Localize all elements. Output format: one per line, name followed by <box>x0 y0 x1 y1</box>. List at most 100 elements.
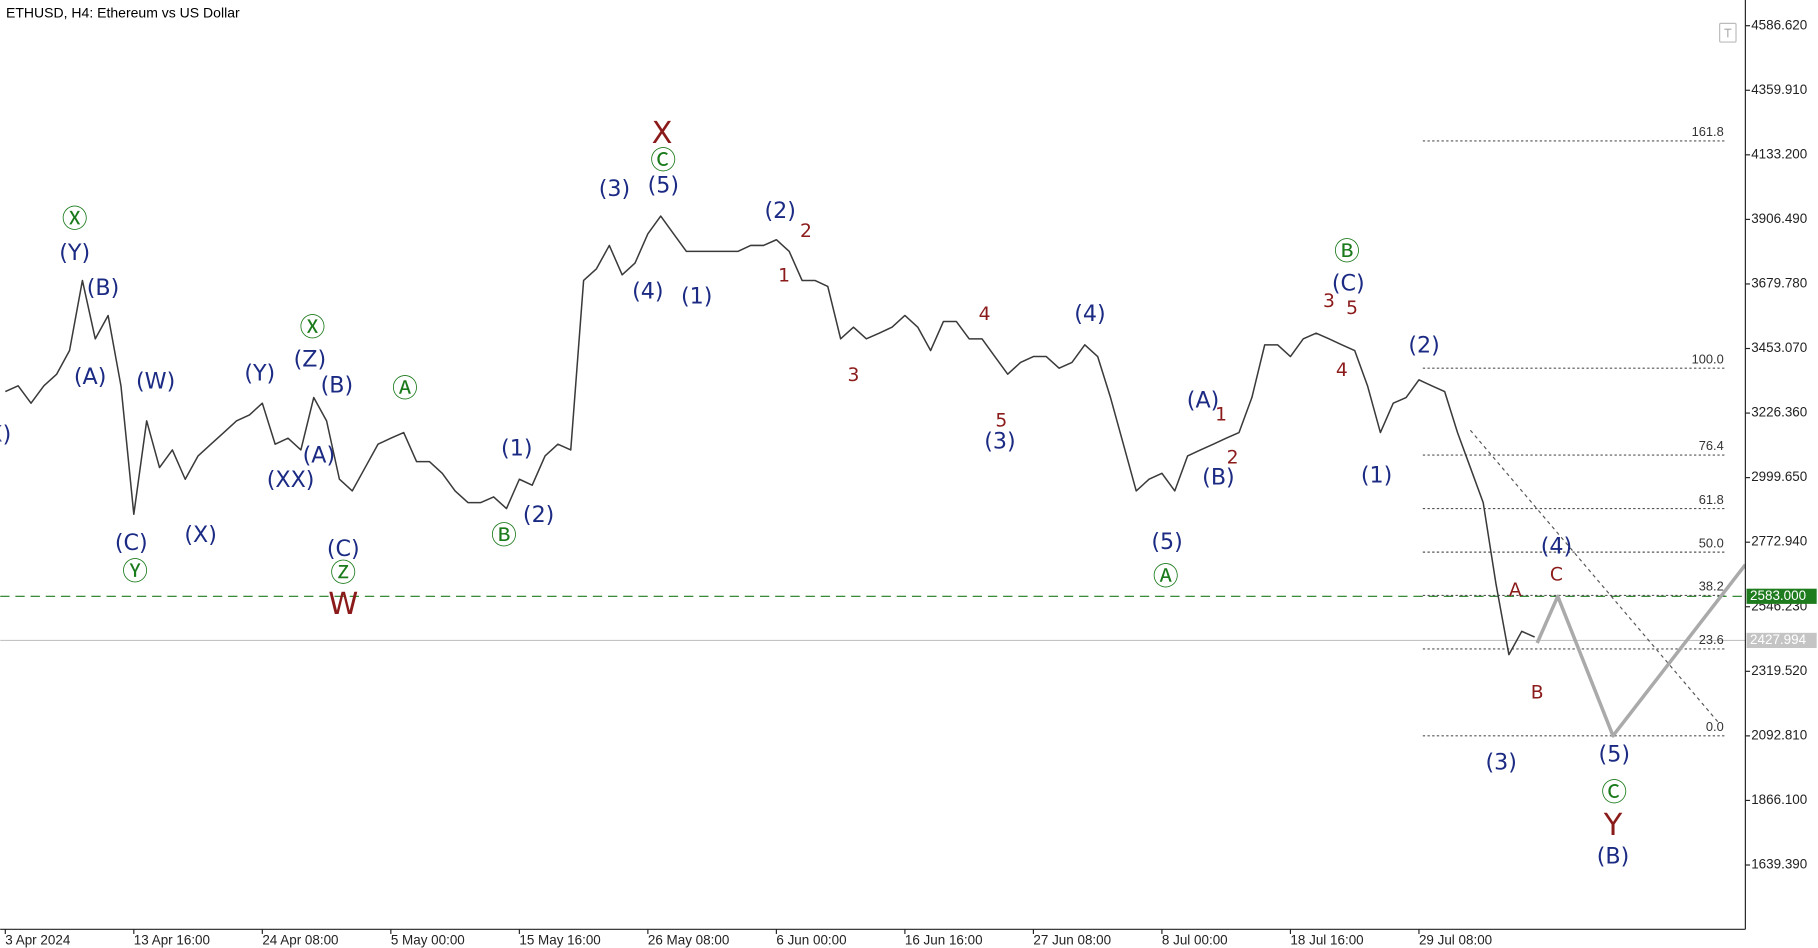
wave-label: (1) <box>1361 462 1392 488</box>
plot-area: 161.8 100.0 76.4 61.8 50.0 38.2 23.6 0.0 (X) Ⓧ (Y)… <box>0 116 1746 869</box>
wave-label: (2) <box>1408 332 1439 358</box>
wave-label: (C) <box>1332 271 1365 297</box>
wave-label: Ⓒ <box>650 146 676 176</box>
wave-label: 5 <box>1346 298 1358 319</box>
wave-label: Ⓐ <box>392 374 418 404</box>
fib-label: 76.4 <box>1699 438 1724 453</box>
y-tick-label: 3906.490 <box>1751 211 1807 226</box>
wave-label: A <box>1509 580 1522 601</box>
x-tick-label: 8 Jul 00:00 <box>1162 933 1228 948</box>
wave-label: Y <box>1603 808 1623 843</box>
wave-label: (2) <box>523 502 554 528</box>
wave-label: (Y) <box>59 240 90 266</box>
projection-path <box>1535 563 1746 738</box>
fib-label: 161.8 <box>1692 124 1724 139</box>
price-line-label: 2427.994 <box>1750 632 1807 647</box>
wave-label: (C) <box>327 536 360 562</box>
fib-label: 100.0 <box>1692 351 1724 366</box>
y-tick-label: 2772.940 <box>1751 534 1807 549</box>
wave-label: (B) <box>321 372 354 398</box>
y-tick-label: 4359.910 <box>1751 82 1807 97</box>
wave-label: (1) <box>681 283 712 309</box>
wave-label: (B) <box>87 275 120 301</box>
trendline <box>1469 429 1719 723</box>
wave-label: Ⓒ <box>1601 778 1627 808</box>
x-tick-label: 15 May 16:00 <box>519 933 600 948</box>
x-tick-label: 3 Apr 2024 <box>5 933 71 948</box>
price-line-series <box>4 215 1535 656</box>
y-tick-label: 2092.810 <box>1751 727 1807 742</box>
wave-label: 1 <box>1215 404 1227 425</box>
wave-label: 2 <box>800 221 812 242</box>
x-tick-label: 5 May 00:00 <box>391 933 465 948</box>
wave-label: (W) <box>136 369 175 395</box>
x-tick-label: 26 May 08:00 <box>648 933 729 948</box>
wave-label: B <box>1531 683 1544 704</box>
chart-title: ETHUSD, H4: Ethereum vs US Dollar <box>6 5 240 21</box>
wave-label: Ⓧ <box>62 204 88 234</box>
fib-label: 50.0 <box>1699 535 1724 550</box>
wave-label: C <box>1550 565 1563 586</box>
wave-label: Ⓑ <box>1334 237 1360 267</box>
wave-label: Ⓐ <box>1153 562 1179 592</box>
wave-label: 4 <box>979 304 991 325</box>
wave-label: (5) <box>648 172 679 198</box>
x-tick-label: 6 Jun 00:00 <box>776 933 846 948</box>
y-tick-label: 2999.650 <box>1751 469 1807 484</box>
y-tick-label: 3453.070 <box>1751 340 1807 355</box>
wave-label: (4) <box>1541 534 1572 560</box>
wave-label: (A) <box>74 364 107 390</box>
fib-label: 61.8 <box>1699 492 1724 507</box>
x-tick-label: 13 Apr 16:00 <box>134 933 210 948</box>
y-tick-label: 1639.390 <box>1751 857 1807 872</box>
wave-label: (4) <box>632 279 663 305</box>
x-tick-label: 27 Jun 08:00 <box>1033 933 1111 948</box>
x-tick-label: 18 Jul 16:00 <box>1290 933 1363 948</box>
wave-label: (X) <box>0 421 11 447</box>
wave-label: (B) <box>1597 843 1630 869</box>
price-line-tag <box>1746 632 1817 649</box>
x-tick-label: 29 Jul 08:00 <box>1419 933 1492 948</box>
wave-label: (1) <box>501 435 532 461</box>
wave-label: (X) <box>184 522 217 548</box>
fib-label: 23.6 <box>1699 632 1724 647</box>
wave-label: (Z) <box>294 346 327 372</box>
wave-label: (A) <box>1187 387 1220 413</box>
wave-label: Ⓧ <box>300 313 326 343</box>
wave-label: Ⓨ <box>122 557 148 587</box>
y-tick-label: 2319.520 <box>1751 663 1807 678</box>
x-tick-label: 24 Apr 08:00 <box>262 933 338 948</box>
wave-label: (A) <box>303 442 336 468</box>
price-line-tag <box>1746 588 1817 604</box>
wave-label: (3) <box>599 176 630 202</box>
wave-label: (B) <box>1202 465 1235 491</box>
wave-label: 3 <box>1323 291 1335 312</box>
fib-label: 0.0 <box>1706 719 1724 734</box>
wave-label: 1 <box>778 265 790 286</box>
y-tick-label: 4586.620 <box>1751 17 1807 32</box>
wave-label: 5 <box>995 410 1007 431</box>
y-tick-label: 3226.360 <box>1751 405 1807 420</box>
wave-label: X <box>652 116 673 151</box>
y-tick-label: 1866.100 <box>1751 792 1807 807</box>
price-line-label: 2583.000 <box>1750 588 1806 603</box>
wave-label: 4 <box>1336 360 1348 381</box>
wave-label: (4) <box>1074 301 1105 327</box>
wave-label: (5) <box>1599 742 1630 768</box>
fib-label: 38.2 <box>1699 579 1724 594</box>
wave-label: (5) <box>1151 529 1182 555</box>
y-tick-label: 3679.780 <box>1751 275 1807 290</box>
wave-label: 3 <box>848 365 860 386</box>
x-tick-label: 16 Jun 16:00 <box>905 933 983 948</box>
wave-label: Ⓑ <box>491 521 517 551</box>
wave-label: W <box>328 587 358 622</box>
wave-label: 2 <box>1227 448 1239 469</box>
wave-label: (Y) <box>244 361 275 387</box>
wave-label: (C) <box>115 530 148 556</box>
wave-label: (2) <box>765 198 796 224</box>
wave-label: (XX) <box>267 467 315 493</box>
